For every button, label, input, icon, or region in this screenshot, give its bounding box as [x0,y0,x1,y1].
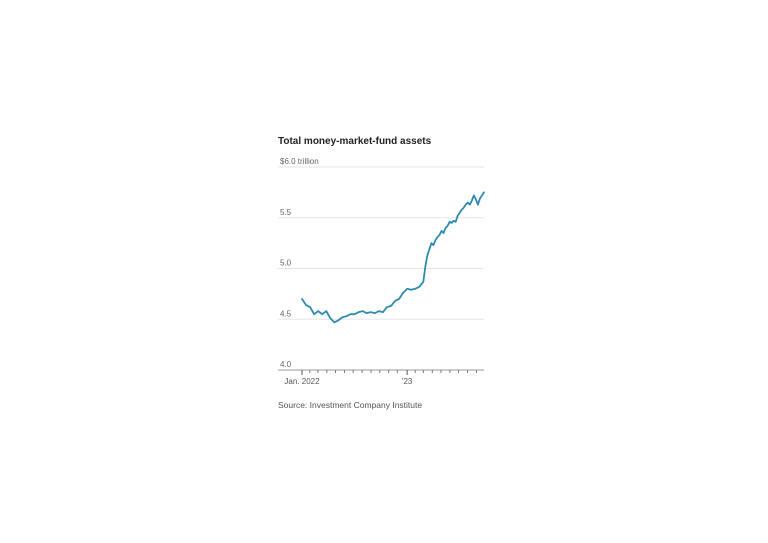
y-tick-label: 4.5 [280,309,292,318]
x-tick-label: '23 [402,377,413,386]
chart-figure: Total money-market-fund assets $6.0 tril… [278,130,492,415]
x-tick-label: Jan. 2022 [284,377,320,386]
chart-svg: $6.0 trillion 5.5 5.0 4.5 4.0 Jan. 2022 '23 [278,157,485,386]
series-layer [301,191,485,324]
y-axis-tick-labels: $6.0 trillion 5.5 5.0 4.5 4.0 [280,157,319,369]
y-tick-label: 5.0 [280,259,292,268]
y-tick-label: 4.0 [280,360,292,369]
x-axis: Jan. 2022 '23 [278,369,484,386]
y-tick-label: $6.0 trillion [280,157,319,166]
chart-source: Source: Investment Company Institute [278,400,423,410]
chart-title: Total money-market-fund assets [278,136,432,147]
series-line [301,191,485,324]
grid-lines [278,166,484,320]
y-tick-label: 5.5 [280,208,292,217]
